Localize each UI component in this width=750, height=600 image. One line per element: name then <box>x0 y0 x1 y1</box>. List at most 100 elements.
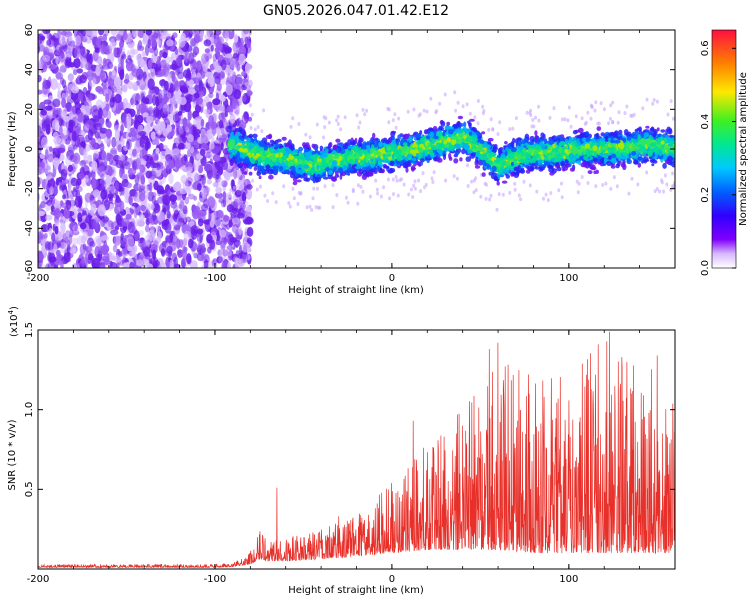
heatmap-faint-cell <box>355 113 359 118</box>
heatmap-noise-cell <box>132 81 138 90</box>
heatmap-noise-cell <box>124 182 133 189</box>
heatmap-faint-cell <box>612 175 616 180</box>
heatmap-noise-cell <box>166 210 171 219</box>
heatmap-faint-cell <box>251 178 254 183</box>
heatmap-noise-cell <box>238 226 242 236</box>
heatmap-noise-cell <box>38 262 42 268</box>
heatmap-noise-cell <box>102 107 108 119</box>
heatmap-noise-cell <box>53 243 58 252</box>
heatmap-faint-cell <box>244 179 248 184</box>
heatmap-noise-cell <box>144 153 153 161</box>
heatmap-noise-cell <box>224 53 233 59</box>
heatmap-noise-cell <box>214 65 223 73</box>
heatmap-noise-cell <box>215 209 224 219</box>
heatmap-faint-cell <box>672 116 675 121</box>
heatmap-noise-cell <box>45 123 51 135</box>
heatmap-faint-cell <box>593 108 597 113</box>
heatmap-faint-cell <box>544 192 548 197</box>
heatmap-noise-cell <box>201 53 208 64</box>
heatmap-noise-cell <box>93 235 103 247</box>
heatmap-faint-cell <box>274 200 278 205</box>
heatmap-faint-cell <box>470 179 473 184</box>
heatmap-faint-cell <box>586 110 590 115</box>
heatmap-noise-cell <box>127 55 132 61</box>
heatmap-noise-cell <box>145 170 153 179</box>
heatmap-noise-cell <box>168 172 174 185</box>
heatmap-faint-cell <box>497 192 501 197</box>
heatmap-faint-cell <box>304 132 308 137</box>
heatmap-noise-cell <box>221 112 226 124</box>
heatmap-noise-cell <box>77 92 84 102</box>
heatmap-noise-cell <box>41 264 46 268</box>
heatmap-noise-cell <box>141 149 148 161</box>
heatmap-faint-cell <box>310 208 314 212</box>
heatmap-faint-cell <box>576 190 580 195</box>
heatmap-faint-cell <box>488 197 492 202</box>
heatmap-faint-cell <box>308 135 312 140</box>
heatmap-signal-cell <box>524 164 528 168</box>
heatmap-noise-cell <box>206 83 211 91</box>
heatmap-noise-cell <box>69 40 76 47</box>
heatmap-noise-cell <box>52 98 61 108</box>
heatmap-noise-cell <box>56 200 61 207</box>
heatmap-noise-cell <box>38 62 44 74</box>
heatmap-faint-cell <box>266 199 269 203</box>
heatmap-noise-cell <box>38 230 44 241</box>
heatmap-noise-cell <box>114 197 122 203</box>
heatmap-noise-cell <box>174 48 179 55</box>
heatmap-noise-cell <box>52 157 60 167</box>
heatmap-noise-cell <box>54 107 61 115</box>
heatmap-noise-cell <box>205 94 212 102</box>
heatmap-noise-cell <box>147 248 154 258</box>
heatmap-noise-cell <box>143 65 149 74</box>
heatmap-noise-cell <box>79 160 87 167</box>
heatmap-noise-cell <box>160 59 167 69</box>
heatmap-noise-cell <box>164 80 169 91</box>
heatmap-faint-cell <box>357 125 361 130</box>
heatmap-noise-cell <box>245 205 252 213</box>
heatmap-noise-cell <box>129 261 135 268</box>
heatmap-noise-cell <box>207 196 216 209</box>
heatmap-faint-cell <box>315 122 319 127</box>
heatmap-noise-cell <box>179 199 185 211</box>
heatmap-noise-cell <box>107 61 114 70</box>
heatmap-noise-cell <box>60 260 64 268</box>
heatmap-noise-cell <box>78 30 84 33</box>
heatmap-faint-cell <box>584 120 588 125</box>
heatmap-faint-cell <box>423 185 426 190</box>
heatmap-noise-cell <box>159 32 167 40</box>
heatmap-faint-cell <box>375 187 379 192</box>
heatmap-faint-cell <box>394 125 398 130</box>
heatmap-noise-cell <box>184 196 190 205</box>
heatmap-signal-cell <box>617 160 622 164</box>
heatmap-faint-cell <box>528 183 532 188</box>
heatmap-noise-cell <box>44 105 53 111</box>
heatmap-faint-cell <box>489 193 493 198</box>
heatmap-noise-cell <box>224 30 230 42</box>
heatmap-noise-cell <box>196 60 202 71</box>
heatmap-faint-cell <box>627 191 631 196</box>
heatmap-noise-cell <box>182 248 188 261</box>
heatmap-faint-cell <box>498 120 502 125</box>
heatmap-noise-cell <box>238 53 246 66</box>
heatmap-noise-cell <box>197 218 204 227</box>
heatmap-faint-cell <box>511 126 515 131</box>
heatmap-noise-cell <box>94 130 100 139</box>
heatmap-noise-cell <box>184 161 193 169</box>
heatmap-noise-cell <box>140 175 146 185</box>
heatmap-noise-cell <box>117 251 123 257</box>
heatmap-noise-cell <box>181 155 185 167</box>
heatmap-faint-cell <box>594 100 598 105</box>
heatmap-faint-cell <box>425 109 429 114</box>
heatmap-noise-cell <box>159 121 166 132</box>
heatmap-noise-cell <box>185 166 193 175</box>
heatmap-noise-cell <box>170 104 177 116</box>
heatmap-faint-cell <box>594 184 598 189</box>
heatmap-noise-cell <box>65 199 70 205</box>
heatmap-noise-cell <box>225 83 233 96</box>
heatmap-noise-cell <box>82 60 89 70</box>
heatmap-faint-cell <box>361 107 365 112</box>
heatmap-noise-cell <box>129 195 134 206</box>
heatmap-faint-cell <box>253 127 257 132</box>
heatmap-faint-cell <box>412 183 416 188</box>
